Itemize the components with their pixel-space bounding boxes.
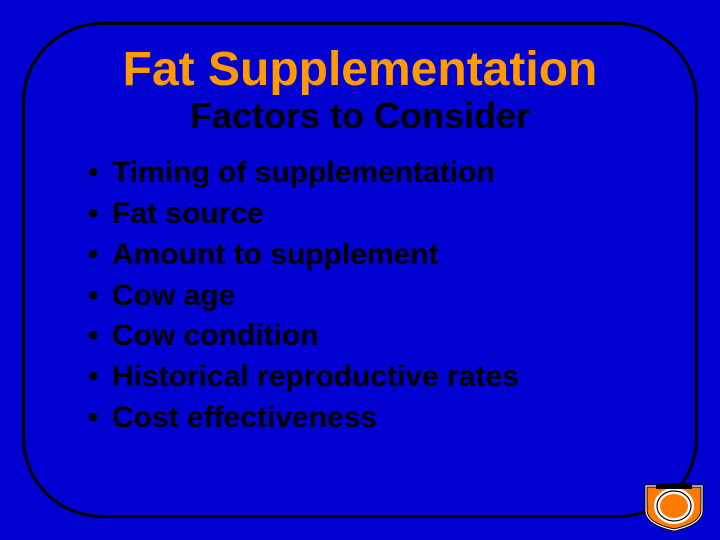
list-item: Timing of supplementation: [112, 153, 660, 194]
osu-logo-icon: [638, 478, 710, 532]
list-item: Cow age: [112, 276, 660, 317]
list-item: Amount to supplement: [112, 235, 660, 276]
slide-subtitle: Factors to Consider: [60, 97, 660, 135]
list-item: Cost effectiveness: [112, 398, 660, 439]
slide-title: Fat Supplementation: [60, 45, 660, 95]
slide: Fat Supplementation Factors to Consider …: [0, 0, 720, 540]
list-item: Fat source: [112, 194, 660, 235]
list-item: Cow condition: [112, 316, 660, 357]
slide-content: Fat Supplementation Factors to Consider …: [60, 45, 660, 439]
list-item: Historical reproductive rates: [112, 357, 660, 398]
bullet-list: Timing of supplementation Fat source Amo…: [60, 153, 660, 439]
